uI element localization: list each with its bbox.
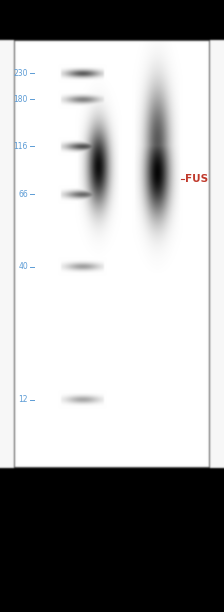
Text: 230: 230 (13, 69, 28, 78)
Text: 12: 12 (19, 395, 28, 404)
Text: 40: 40 (18, 263, 28, 271)
Text: 180: 180 (14, 95, 28, 103)
Text: FUS: FUS (185, 174, 208, 184)
Text: 66: 66 (18, 190, 28, 198)
Text: 116: 116 (14, 141, 28, 151)
